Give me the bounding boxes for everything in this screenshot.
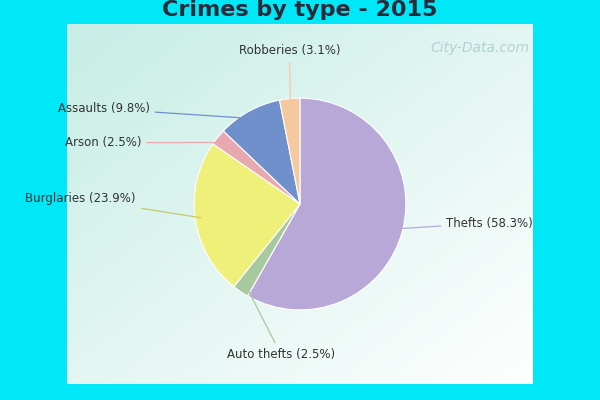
Text: Burglaries (23.9%): Burglaries (23.9%): [25, 192, 201, 218]
Wedge shape: [194, 144, 300, 287]
Text: Assaults (9.8%): Assaults (9.8%): [58, 102, 250, 118]
Wedge shape: [248, 98, 406, 310]
Wedge shape: [223, 100, 300, 204]
Text: Arson (2.5%): Arson (2.5%): [65, 136, 221, 149]
Wedge shape: [213, 131, 300, 204]
Text: Robberies (3.1%): Robberies (3.1%): [239, 44, 340, 104]
Text: City-Data.com: City-Data.com: [431, 41, 530, 55]
Title: Crimes by type - 2015: Crimes by type - 2015: [163, 0, 437, 20]
Text: Thefts (58.3%): Thefts (58.3%): [397, 216, 533, 230]
Text: Auto thefts (2.5%): Auto thefts (2.5%): [227, 287, 335, 361]
Wedge shape: [234, 204, 300, 296]
Wedge shape: [280, 98, 300, 204]
